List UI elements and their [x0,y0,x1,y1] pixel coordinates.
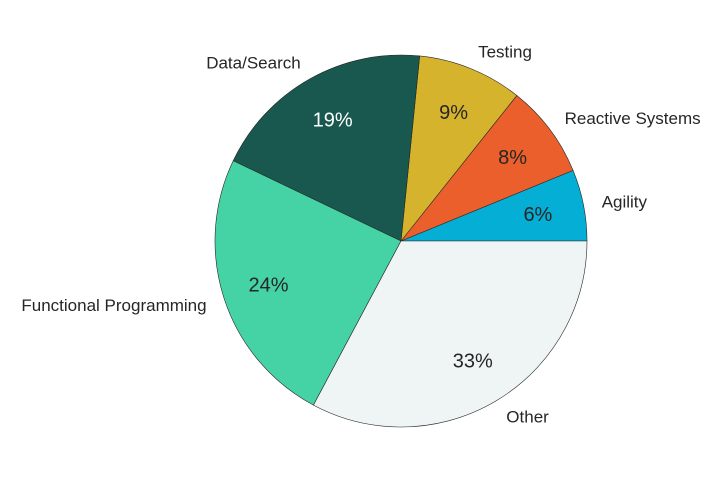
category-label-other: Other [506,407,549,426]
category-label-agility: Agility [602,192,648,211]
pct-label-reactive-systems: 8% [498,147,527,169]
pie-slices [214,54,588,428]
pct-label-functional-programming: 24% [248,275,288,297]
pct-label-data-search: 19% [313,109,353,131]
slice-labels: 6% Agility 8% Reactive Systems 9% Testing 19% D… [21,43,700,427]
slice-reactive-systems [400,95,574,242]
category-label-data-search: Data/Search [206,54,301,73]
slice-functional-programming [214,160,402,406]
pct-label-agility: 6% [523,204,552,226]
slice-data-search [232,54,420,242]
slice-testing [400,55,518,242]
category-label-testing: Testing [478,43,532,62]
pct-label-other: 33% [453,351,493,373]
pct-label-testing: 9% [439,102,468,124]
category-label-functional-programming: Functional Programming [21,296,206,315]
category-label-reactive-systems: Reactive Systems [565,109,701,128]
slice-other [313,240,588,428]
